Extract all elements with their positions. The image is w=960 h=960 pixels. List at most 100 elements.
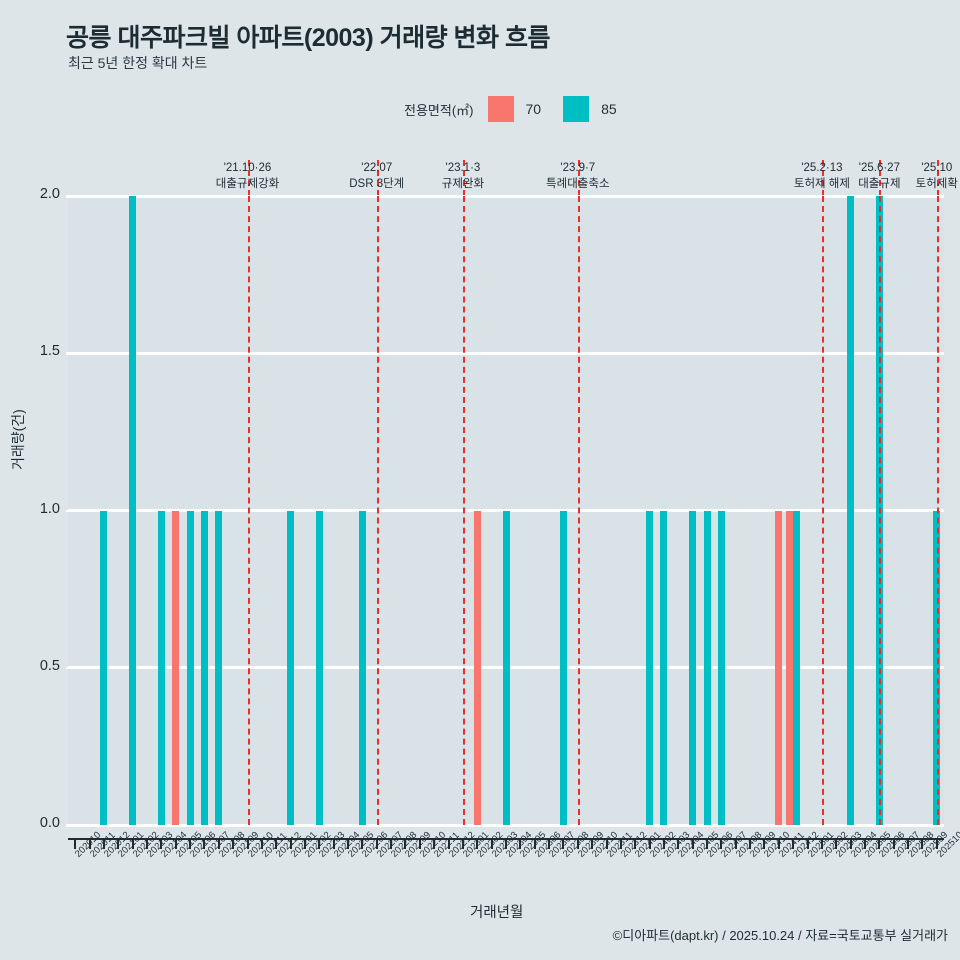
x-tick-mark [691,840,694,849]
bar-85-202201[interactable] [287,510,295,825]
bar-85-202412[interactable] [793,510,801,825]
event-line-202502 [821,196,824,825]
annotation-202207: '22.07 DSR 3단계 [317,160,437,192]
bar-85-202203[interactable] [315,510,323,825]
x-tick-mark [864,840,867,849]
x-tick-mark [476,840,479,849]
x-tick-mark [519,840,522,849]
annotation-date: '25.6·27 [858,162,900,174]
bar-85-202405[interactable] [689,510,697,825]
x-tick-mark [260,840,263,849]
legend-swatch-85 [563,96,590,122]
event-line-stub-202301 [462,160,465,196]
bar-85-202107[interactable] [200,510,208,825]
y-tick-label: 1.0 [39,500,60,517]
x-tick-mark [461,840,464,849]
annotation-text: 특례대출축소 [546,178,610,190]
x-tick-mark [849,840,852,849]
x-tick-mark [303,840,306,849]
gridline [68,823,944,827]
x-tick-mark [820,840,823,849]
bar-70-202411[interactable] [775,510,783,825]
x-axis-line [68,838,944,840]
gridline [68,351,944,355]
x-tick-mark [835,840,838,849]
x-tick-mark [418,840,421,849]
event-line-202301 [462,196,465,825]
x-tick-mark [562,840,565,849]
event-line-stub-202110 [247,160,250,196]
x-tick-mark [145,840,148,849]
page-subtitle: 최근 5년 한정 확대 차트 [68,55,208,71]
x-tick-mark [806,840,809,849]
bar-85-202504[interactable] [847,196,855,825]
page-title: 공릉 대주파크빌 아파트(2003) 거래량 변화 흐름 [66,24,551,52]
legend-swatch-70 [487,96,514,122]
x-tick-mark [907,840,910,849]
x-tick-mark [921,840,924,849]
plot-area [68,194,944,827]
bar-85-202304[interactable] [502,510,510,825]
annotation-text: 대출규제 [858,178,901,190]
annotation-202510: '25.10 토허제확 [877,160,960,192]
x-tick-mark [74,840,77,849]
annotation-202110: '21.10·26 대출규제강화 [188,160,308,192]
x-tick-mark [232,840,235,849]
x-tick-mark [662,840,665,849]
bar-70-202302[interactable] [473,510,481,825]
x-tick-mark [677,840,680,849]
bar-85-202403[interactable] [660,510,668,825]
bar-85-202406[interactable] [703,510,711,825]
bar-70-202105[interactable] [172,510,180,825]
x-tick-mark [576,840,579,849]
x-tick-mark [375,840,378,849]
bar-85-202108[interactable] [215,510,223,825]
x-tick-mark [648,840,651,849]
annotation-text: 대출규제강화 [215,178,280,190]
x-tick-mark [777,840,780,849]
bar-85-202106[interactable] [186,510,194,825]
x-tick-mark [634,840,637,849]
x-tick-mark [533,840,536,849]
annotation-202301: '23.1·3 규제완화 [403,160,523,192]
legend-title: 전용면적(㎡) [404,102,474,118]
bar-85-202407[interactable] [717,510,725,825]
x-tick-mark [605,840,608,849]
y-tick-label: 2.0 [39,186,60,202]
x-tick-mark [347,840,350,849]
legend-label-85: 85 [601,101,617,117]
annotation-date: '23.9·7 [560,162,596,174]
x-tick-mark [749,840,752,849]
x-tick-mark [203,840,206,849]
x-tick-mark [878,840,881,849]
footer-credit: ©디아파트(dapt.kr) / 2025.10.24 / 자료=국토교통부 실… [612,928,948,943]
y-tick-label: 0.0 [39,815,60,831]
bar-85-202012[interactable] [100,510,108,825]
y-axis-label: 거래량(건) [10,409,26,470]
x-tick-mark [734,840,737,849]
bar-85-202104[interactable] [157,510,165,825]
x-tick-mark [88,840,91,849]
event-line-stub-202309 [577,160,580,196]
annotation-text: 규제완화 [441,178,485,190]
y-tick-label: 1.5 [39,343,60,360]
x-tick-mark [246,840,249,849]
annotation-date: '21.10·26 [223,162,272,174]
bar-85-202402[interactable] [646,510,654,825]
y-tick-label: 0.5 [39,657,60,674]
bar-85-202206[interactable] [358,510,366,825]
event-line-stub-202506 [879,160,882,196]
event-line-202110 [247,196,250,825]
annotation-date: '22.07 [361,162,393,174]
x-tick-mark [361,840,364,849]
x-tick-mark [763,840,766,849]
x-tick-mark [189,840,192,849]
bar-85-202308[interactable] [559,510,567,825]
x-tick-mark [706,840,709,849]
event-line-stub-202510 [936,160,939,196]
x-tick-mark [289,840,292,849]
bar-70-202412[interactable] [786,510,794,825]
bar-85-202102[interactable] [129,196,137,825]
annotation-date: '25.2·13 [801,162,843,174]
